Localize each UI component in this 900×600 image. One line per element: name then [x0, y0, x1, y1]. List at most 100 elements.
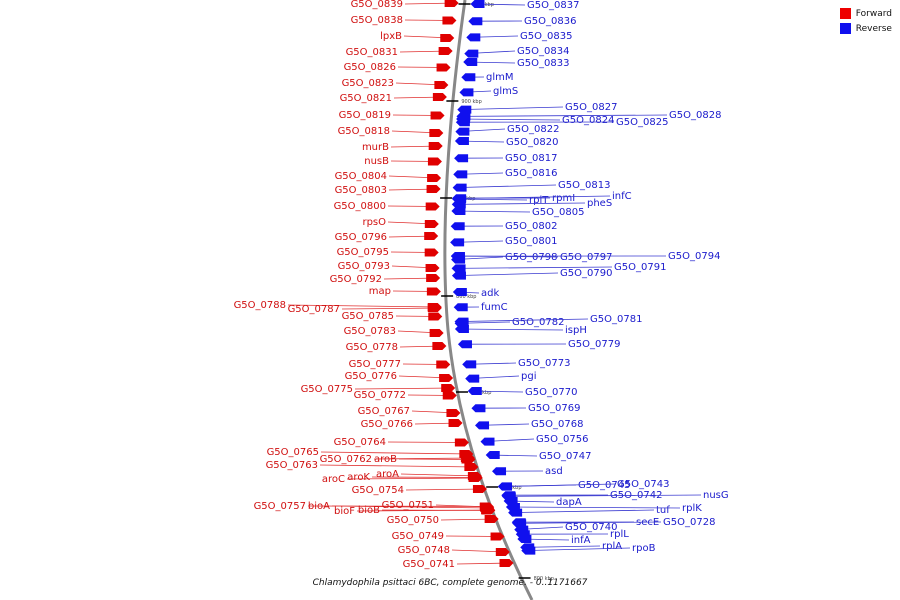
reverse-gene-label: G5O_0773 [518, 358, 570, 369]
reverse-gene-label: glmS [493, 86, 518, 97]
reverse-gene-arrow [450, 238, 465, 247]
reverse-gene-arrow [459, 88, 474, 97]
reverse-gene-label: asd [545, 466, 563, 477]
forward-gene-label: G5O_0796 [335, 232, 387, 243]
reverse-gene-arrow [450, 252, 465, 261]
reverse-gene-label: G5O_0743 [617, 479, 669, 490]
forward-gene-arrow [438, 47, 453, 55]
forward-gene-arrow [436, 63, 451, 72]
forward-connector [319, 464, 477, 468]
reverse-gene-label: G5O_0728 [663, 517, 715, 528]
forward-gene-arrow [490, 532, 505, 541]
legend-entry-forward: Forward [839, 8, 892, 19]
forward-gene-arrow [429, 129, 444, 137]
reverse-gene-arrow [454, 325, 469, 333]
forward-gene-label: G5O_0792 [330, 274, 382, 285]
reverse-gene-arrow [470, 0, 485, 8]
reverse-gene-label: G5O_0791 [614, 262, 666, 273]
reverse-gene-label: fumC [481, 302, 508, 313]
reverse-gene-label: glmM [486, 72, 514, 83]
forward-gene-label: G5O_0751 [382, 500, 434, 511]
reverse-gene-arrow [452, 288, 467, 296]
forward-gene-label: aroA [376, 469, 399, 480]
forward-gene-label: G5O_0762 [320, 454, 372, 465]
forward-gene-label: G5O_0819 [339, 110, 391, 121]
reverse-gene-arrow [466, 33, 481, 42]
reverse-gene-label: rplL [610, 529, 629, 540]
reverse-gene-label: infC [612, 191, 632, 202]
reverse-connector [456, 328, 564, 331]
reverse-gene-arrow [453, 170, 468, 179]
legend-swatch-forward [839, 8, 851, 19]
reverse-gene-label: rpmI [552, 193, 575, 204]
reverse-connector [453, 266, 613, 269]
reverse-gene-arrow [457, 105, 472, 114]
reverse-gene-arrow [451, 207, 466, 215]
forward-gene-arrow [461, 455, 476, 464]
reverse-gene-label: adk [481, 288, 499, 299]
forward-gene-label: G5O_0800 [334, 201, 386, 212]
forward-gene-label: G5O_0749 [392, 531, 444, 542]
forward-gene-arrow [424, 220, 439, 228]
genome-caption: Chlamydophila psittaci 6BC, complete gen… [312, 578, 588, 588]
forward-gene-arrow [425, 202, 440, 211]
reverse-gene-arrow [468, 17, 483, 26]
reverse-gene-arrow [450, 222, 465, 231]
forward-gene-arrow [427, 174, 442, 182]
forward-gene-arrow [495, 548, 510, 556]
forward-gene-arrow [446, 409, 461, 417]
forward-gene-label: G5O_0754 [352, 485, 404, 496]
forward-gene-label: G5O_0775 [301, 384, 353, 395]
reverse-gene-label: G5O_0828 [669, 110, 721, 121]
reverse-gene-label: G5O_0816 [505, 168, 557, 179]
forward-gene-arrow [427, 157, 442, 166]
reverse-connector [510, 509, 655, 513]
forward-gene-label: G5O_0748 [398, 545, 450, 556]
reverse-gene-label: dapA [556, 497, 582, 508]
reverse-gene-arrow [471, 404, 486, 413]
reverse-connector [514, 521, 662, 524]
reverse-connector [456, 318, 589, 322]
forward-gene-label: G5O_0804 [335, 171, 387, 182]
forward-gene-label: murB [362, 142, 389, 153]
reverse-gene-label: G5O_0756 [536, 434, 588, 445]
reverse-connector [454, 198, 528, 201]
reverse-gene-label: G5O_0768 [531, 419, 583, 430]
reverse-gene-arrow [457, 340, 472, 349]
reverse-gene-label: G5O_0740 [565, 522, 617, 533]
forward-gene-label: lpxB [380, 31, 402, 42]
reverse-gene-arrow [501, 492, 516, 501]
forward-gene-label: G5O_0826 [344, 62, 396, 73]
reverse-gene-label: G5O_0802 [505, 221, 557, 232]
reverse-gene-arrow [480, 437, 495, 446]
reverse-gene-arrow [453, 303, 468, 312]
forward-gene-arrow [448, 419, 463, 427]
reverse-gene-label: G5O_0827 [565, 102, 617, 113]
reverse-connector [453, 272, 559, 276]
forward-gene-label: G5O_0787 [288, 304, 340, 315]
forward-gene-arrow [467, 472, 482, 480]
reverse-gene-label: G5O_0794 [668, 251, 720, 262]
reverse-connector [500, 483, 616, 487]
forward-gene-label: aroC [322, 474, 345, 485]
reverse-gene-label: G5O_0790 [560, 268, 612, 279]
forward-gene-label: G5O_0741 [403, 559, 455, 570]
forward-gene-label: G5O_0766 [361, 419, 413, 430]
legend-entry-reverse: Reverse [839, 23, 892, 34]
forward-gene-arrow [440, 34, 455, 42]
reverse-connector [507, 506, 681, 509]
reverse-gene-label: G5O_0798 [505, 252, 557, 263]
forward-gene-label: G5O_0788 [234, 300, 286, 311]
reverse-gene-label: G5O_0835 [520, 31, 572, 42]
forward-gene-arrow [428, 312, 443, 321]
forward-gene-arrow [439, 374, 454, 382]
forward-gene-label: G5O_0823 [342, 78, 394, 89]
forward-gene-arrow [425, 264, 440, 272]
reverse-gene-label: nusG [703, 490, 729, 501]
forward-gene-arrow [427, 304, 442, 312]
reverse-gene-label: infA [571, 535, 591, 546]
forward-gene-label: G5O_0778 [346, 342, 398, 353]
tick-label: 800 kbp [534, 576, 554, 582]
reverse-gene-arrow [505, 503, 520, 511]
